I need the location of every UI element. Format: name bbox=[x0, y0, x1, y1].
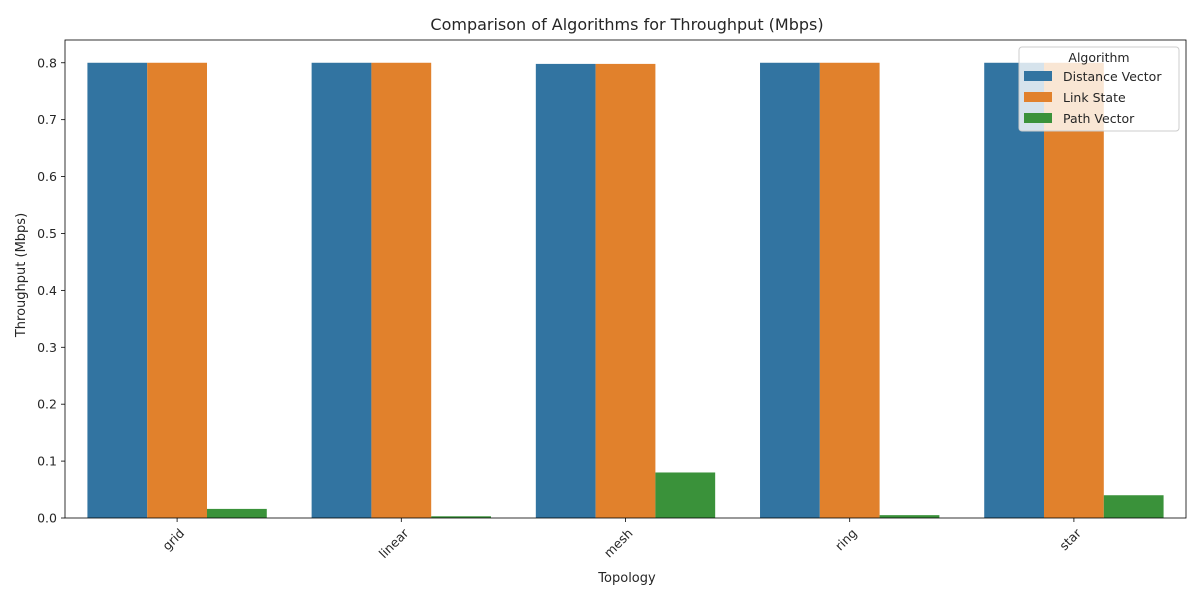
plot-area: 0.0 0.1 0.2 0.3 0.4 0.5 0.6 0.7 0.8 grid linear mes… bbox=[37, 39, 1187, 561]
x-tick-label-ring: ring bbox=[832, 525, 860, 553]
bar-path-vector-star bbox=[1103, 495, 1164, 518]
legend-swatch-path-vector bbox=[1024, 113, 1052, 123]
bar-link-state-ring bbox=[819, 62, 880, 518]
x-tick-label-grid: grid bbox=[159, 525, 187, 553]
bar-distance-vector-linear bbox=[311, 62, 372, 518]
x-tick-label-star: star bbox=[1056, 525, 1084, 553]
legend-swatch-link-state bbox=[1024, 92, 1052, 102]
bar-path-vector-ring bbox=[879, 515, 940, 518]
x-axis-label: Topology bbox=[597, 571, 656, 586]
bar-link-state-mesh bbox=[595, 63, 656, 519]
bar-distance-vector-grid bbox=[87, 62, 148, 518]
bar-path-vector-mesh bbox=[655, 472, 716, 518]
bar-distance-vector-ring bbox=[760, 62, 820, 518]
bar-link-state-linear bbox=[371, 62, 432, 518]
y-axis-label: Throughput (Mbps) bbox=[14, 213, 29, 338]
y-tick-label: 0.5 bbox=[37, 226, 57, 241]
legend: Algorithm Distance Vector Link State Path V… bbox=[1018, 46, 1180, 132]
bar-distance-vector-star bbox=[984, 62, 1045, 518]
chart-title: Comparison of Algorithms for Throughput … bbox=[430, 15, 823, 34]
y-tick-label: 0.7 bbox=[37, 112, 57, 127]
y-tick-label: 0.4 bbox=[37, 283, 57, 298]
bar-path-vector-grid bbox=[206, 508, 267, 518]
legend-label-distance-vector: Distance Vector bbox=[1063, 69, 1162, 84]
bar-link-state-grid bbox=[147, 62, 207, 518]
x-tick-label-mesh: mesh bbox=[601, 525, 636, 560]
bar-distance-vector-mesh bbox=[535, 63, 596, 519]
x-tick-label-linear: linear bbox=[376, 525, 412, 561]
legend-label-link-state: Link State bbox=[1063, 90, 1126, 105]
y-tick-label: 0.6 bbox=[37, 169, 57, 184]
legend-label-path-vector: Path Vector bbox=[1063, 111, 1135, 126]
legend-title: Algorithm bbox=[1068, 50, 1129, 65]
y-tick-label: 0.1 bbox=[37, 454, 57, 469]
legend-box bbox=[1018, 46, 1180, 132]
bar-path-vector-linear bbox=[431, 516, 491, 518]
y-tick-label: 0.0 bbox=[37, 511, 57, 526]
y-tick-label: 0.8 bbox=[37, 55, 57, 70]
y-tick-label: 0.2 bbox=[37, 397, 57, 412]
y-tick-label: 0.3 bbox=[37, 340, 57, 355]
legend-swatch-distance-vector bbox=[1024, 71, 1052, 81]
bar-link-state-star bbox=[1044, 62, 1104, 518]
